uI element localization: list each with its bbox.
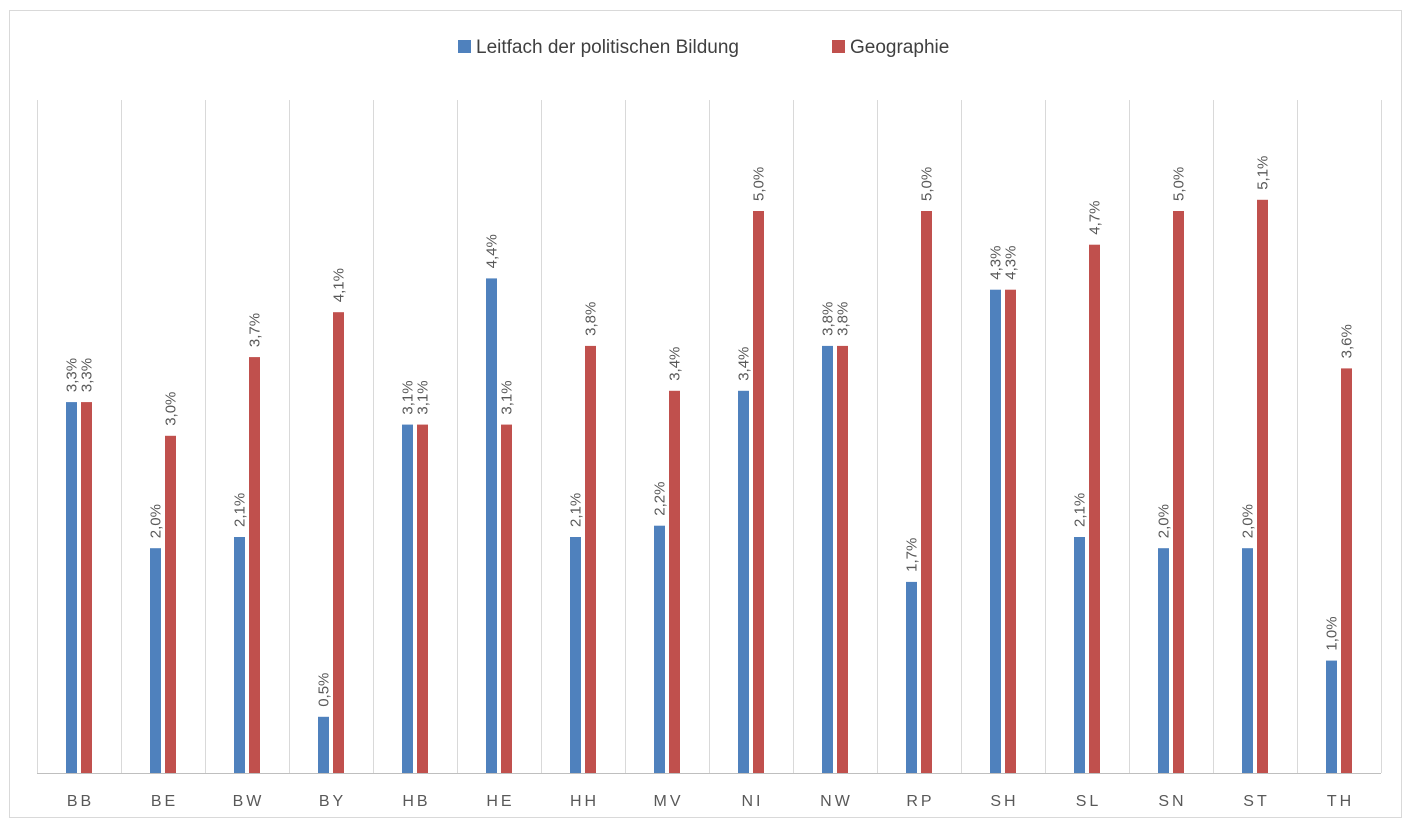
bar-be-series-1 xyxy=(150,548,161,773)
bar-hb-series-1 xyxy=(402,424,413,773)
legend: Leitfach der politischen Bildung Geograph… xyxy=(458,37,949,58)
bar-sn-series-1 xyxy=(1158,548,1169,773)
bar-st-series-2 xyxy=(1257,199,1268,774)
bar-he-series-2 xyxy=(501,424,512,773)
data-label-nw-series-1: 3,8% xyxy=(820,302,837,336)
bar-sl-series-2 xyxy=(1089,244,1100,773)
bar-bb-series-2 xyxy=(81,402,92,773)
data-label-st-series-2: 5,1% xyxy=(1255,156,1272,190)
data-label-sh-series-1: 4,3% xyxy=(988,245,1005,279)
legend-swatch-1 xyxy=(458,40,471,53)
x-tick-label-st: ST xyxy=(1243,793,1269,810)
data-label-sn-series-2: 5,0% xyxy=(1171,167,1188,201)
data-label-bw-series-2: 3,7% xyxy=(247,313,264,347)
bar-mv-series-2 xyxy=(669,390,680,773)
x-tick-label-bw: BW xyxy=(233,793,265,810)
bar-rp-series-1 xyxy=(906,581,917,773)
x-tick-label-hh: HH xyxy=(570,793,599,810)
bar-th-series-1 xyxy=(1326,660,1337,773)
data-label-sl-series-1: 2,1% xyxy=(1072,493,1089,527)
bar-rp-series-2 xyxy=(921,211,932,773)
data-label-mv-series-2: 3,4% xyxy=(667,347,684,381)
data-label-hb-series-2: 3,1% xyxy=(415,380,432,414)
x-tick-label-sl: SL xyxy=(1076,793,1102,810)
bar-bw-series-1 xyxy=(234,537,245,773)
data-label-hh-series-2: 3,8% xyxy=(583,302,600,336)
bars xyxy=(66,199,1352,774)
bar-nw-series-1 xyxy=(822,345,833,773)
data-label-sl-series-2: 4,7% xyxy=(1087,200,1104,234)
data-label-th-series-1: 1,0% xyxy=(1324,616,1341,650)
x-tick-label-bb: BB xyxy=(67,793,94,810)
x-tick-label-hb: HB xyxy=(402,793,430,810)
data-label-ni-series-2: 5,0% xyxy=(751,167,768,201)
legend-label-2: Geographie xyxy=(850,37,949,58)
x-tick-label-nw: NW xyxy=(820,793,853,810)
data-label-hb-series-1: 3,1% xyxy=(400,380,417,414)
bar-be-series-2 xyxy=(165,435,176,773)
data-label-be-series-1: 2,0% xyxy=(148,504,165,538)
data-label-by-series-1: 0,5% xyxy=(316,673,333,707)
x-tick-label-sn: SN xyxy=(1158,793,1186,810)
bar-hh-series-2 xyxy=(585,345,596,773)
x-tick-label-th: TH xyxy=(1327,793,1354,810)
data-label-by-series-2: 4,1% xyxy=(331,268,348,302)
bar-ni-series-2 xyxy=(753,211,764,773)
bar-bw-series-2 xyxy=(249,357,260,773)
data-label-st-series-1: 2,0% xyxy=(1240,504,1257,538)
bar-hh-series-1 xyxy=(570,537,581,773)
bar-by-series-1 xyxy=(318,716,329,773)
bar-sh-series-2 xyxy=(1005,289,1016,773)
data-labels: 3,3%3,3%2,0%3,0%2,1%3,7%0,5%4,1%3,1%3,1%… xyxy=(64,156,1356,707)
x-tick-label-sh: SH xyxy=(990,793,1018,810)
data-label-nw-series-2: 3,8% xyxy=(835,302,852,336)
x-tick-label-be: BE xyxy=(151,793,178,810)
bar-th-series-2 xyxy=(1341,368,1352,773)
data-label-bb-series-2: 3,3% xyxy=(79,358,96,392)
data-label-rp-series-2: 5,0% xyxy=(919,167,936,201)
bar-st-series-1 xyxy=(1242,548,1253,773)
bar-nw-series-2 xyxy=(837,345,848,773)
data-label-be-series-2: 3,0% xyxy=(163,392,180,426)
data-label-rp-series-1: 1,7% xyxy=(904,538,921,572)
data-label-bw-series-1: 2,1% xyxy=(232,493,249,527)
data-label-th-series-2: 3,6% xyxy=(1339,324,1356,358)
x-tick-label-rp: RP xyxy=(906,793,934,810)
bar-mv-series-1 xyxy=(654,525,665,773)
x-tick-label-ni: NI xyxy=(742,793,764,810)
x-tick-label-by: BY xyxy=(319,793,346,810)
bar-he-series-1 xyxy=(486,278,497,773)
data-label-mv-series-1: 2,2% xyxy=(652,481,669,515)
data-label-he-series-1: 4,4% xyxy=(484,234,501,268)
x-tick-label-he: HE xyxy=(486,793,514,810)
data-label-sh-series-2: 4,3% xyxy=(1003,245,1020,279)
grid xyxy=(37,100,1382,773)
data-label-hh-series-1: 2,1% xyxy=(568,493,585,527)
bar-sl-series-1 xyxy=(1074,537,1085,773)
bar-sn-series-2 xyxy=(1173,211,1184,773)
legend-swatch-2 xyxy=(832,40,845,53)
x-axis: BB BE BW BY HB HE HH MV NI NW RP SH SL SN ST TH xyxy=(37,773,1381,810)
legend-label-1: Leitfach der politischen Bildung xyxy=(476,37,739,58)
data-label-sn-series-1: 2,0% xyxy=(1156,504,1173,538)
bar-by-series-2 xyxy=(333,312,344,773)
bar-hb-series-2 xyxy=(417,424,428,773)
data-label-ni-series-1: 3,4% xyxy=(736,347,753,381)
bar-sh-series-1 xyxy=(990,289,1001,773)
bar-bb-series-1 xyxy=(66,402,77,773)
bar-ni-series-1 xyxy=(738,390,749,773)
data-label-bb-series-1: 3,3% xyxy=(64,358,81,392)
x-tick-label-mv: MV xyxy=(654,793,684,810)
data-label-he-series-2: 3,1% xyxy=(499,380,516,414)
